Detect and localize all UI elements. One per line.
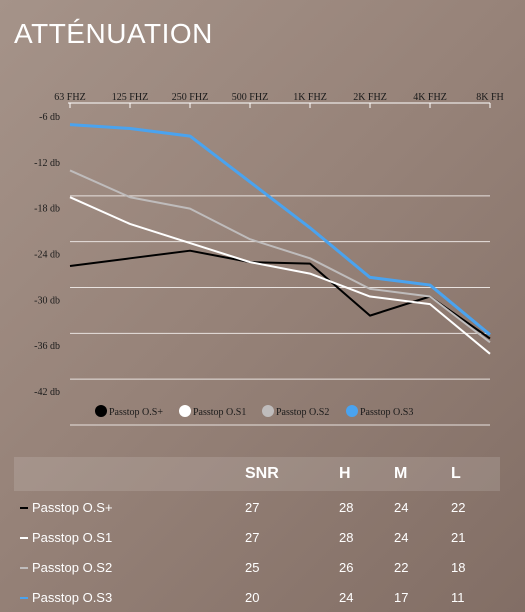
row-label: Passtop O.S+ xyxy=(20,500,113,515)
attenuation-table: SNR H M L Passtop O.S+ 27 28 24 22 Passtop O.… xyxy=(14,457,500,611)
x-tick-label: 4K FHZ xyxy=(413,92,447,103)
cell-snr: 27 xyxy=(245,530,260,545)
cell-m: 22 xyxy=(394,560,409,575)
row-label-text: Passtop O.S2 xyxy=(32,560,113,575)
attenuation-chart: 63 FHZ 125 FHZ 250 FHZ 500 FHZ 1K FHZ 2K FHZ 4… xyxy=(34,92,504,426)
header-h: H xyxy=(339,465,351,482)
header-snr: SNR xyxy=(245,465,279,482)
table-row: Passtop O.S3 20 24 17 11 xyxy=(14,581,500,611)
y-tick-label: -42 db xyxy=(34,387,60,398)
y-tick-label: -6 db xyxy=(39,112,60,123)
series-swatch xyxy=(20,506,28,509)
x-tick-label: 2K FHZ xyxy=(353,92,387,103)
row-label: Passtop O.S2 xyxy=(20,560,112,575)
series-line-4 xyxy=(69,123,491,336)
row-label-text: Passtop O.S+ xyxy=(32,500,113,515)
series-swatch xyxy=(20,596,28,599)
cell-l: 11 xyxy=(451,590,465,605)
page-title: ATTÉNUATION xyxy=(14,18,213,49)
cell-m: 24 xyxy=(394,500,409,515)
y-tick-label: -24 db xyxy=(34,250,60,261)
cell-snr: 20 xyxy=(245,590,260,605)
legend-marker xyxy=(262,405,274,417)
legend-item: Passtop O.S1 xyxy=(179,405,246,418)
series-line-2 xyxy=(69,196,491,355)
table-header: SNR H M L xyxy=(14,457,500,491)
legend-item: Passtop O.S+ xyxy=(95,405,163,418)
x-tick-label: 1K FHZ xyxy=(293,92,327,103)
row-label: Passtop O.S1 xyxy=(20,530,112,545)
series-swatch xyxy=(20,536,28,539)
legend-label: Passtop O.S2 xyxy=(276,407,329,418)
table-row: Passtop O.S1 27 28 24 21 xyxy=(14,521,500,551)
y-tick-label: -12 db xyxy=(34,158,60,169)
series-line-1 xyxy=(69,249,491,340)
table-row: Passtop O.S+ 27 28 24 22 xyxy=(14,491,500,521)
legend-label: Passtop O.S3 xyxy=(360,407,413,418)
series-swatch xyxy=(20,566,28,569)
legend-marker xyxy=(95,405,107,417)
y-tick-label: -36 db xyxy=(34,341,60,352)
legend-item: Passtop O.S2 xyxy=(262,405,329,418)
x-tick-label: 250 FHZ xyxy=(172,92,208,103)
cell-l: 22 xyxy=(451,500,466,515)
legend-label: Passtop O.S1 xyxy=(193,407,246,418)
row-label: Passtop O.S3 xyxy=(20,590,112,605)
cell-l: 21 xyxy=(451,530,466,545)
cell-m: 17 xyxy=(394,590,409,605)
cell-l: 18 xyxy=(451,560,466,575)
header-l: L xyxy=(451,465,461,482)
x-tick-label: 8K FH xyxy=(476,92,504,103)
legend-marker xyxy=(179,405,191,417)
legend-label: Passtop O.S+ xyxy=(109,407,163,418)
row-label-text: Passtop O.S1 xyxy=(32,530,113,545)
cell-h: 26 xyxy=(339,560,354,575)
series-line-3 xyxy=(69,169,491,344)
cell-h: 28 xyxy=(339,500,354,515)
cell-snr: 25 xyxy=(245,560,260,575)
legend-item: Passtop O.S3 xyxy=(346,405,413,418)
y-tick-label: -30 db xyxy=(34,295,60,306)
x-tick-label: 500 FHZ xyxy=(232,92,268,103)
x-tick-label: 125 FHZ xyxy=(112,92,148,103)
row-label-text: Passtop O.S3 xyxy=(32,590,113,605)
table-row: Passtop O.S2 25 26 22 18 xyxy=(14,551,500,581)
cell-h: 24 xyxy=(339,590,354,605)
cell-m: 24 xyxy=(394,530,409,545)
header-m: M xyxy=(394,465,408,482)
legend-marker xyxy=(346,405,358,417)
y-tick-label: -18 db xyxy=(34,204,60,215)
x-tick-label: 63 FHZ xyxy=(54,92,85,103)
cell-snr: 27 xyxy=(245,500,260,515)
cell-h: 28 xyxy=(339,530,354,545)
